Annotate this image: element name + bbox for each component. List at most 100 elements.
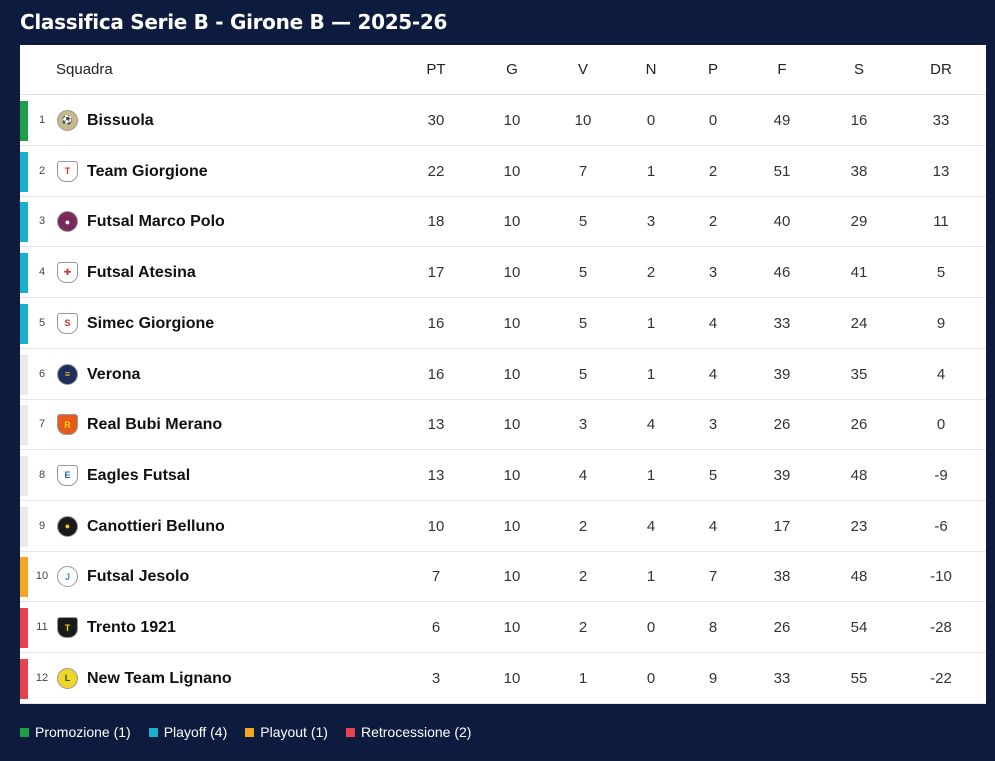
legend-label: Playoff (4) [163, 724, 228, 740]
team-name[interactable]: Futsal Atesina [87, 264, 196, 282]
cell-n: 2 [646, 264, 656, 282]
table-row[interactable]: 8 E Eagles Futsal 13 10 4 1 5 39 48 -9 [20, 450, 986, 501]
cell-p: 0 [708, 112, 718, 129]
cell-s: 16 [850, 112, 868, 129]
cell-v: 2 [578, 568, 588, 586]
team-name[interactable]: Futsal Marco Polo [87, 213, 225, 231]
team-name[interactable]: Eagles Futsal [87, 466, 191, 484]
position-number: 8 [38, 468, 46, 481]
team-name[interactable]: New Team Lignano [87, 669, 232, 687]
cell-p: 8 [708, 619, 718, 636]
table-row[interactable]: 4 ✚ Futsal Atesina 17 10 5 2 3 46 41 5 [20, 247, 986, 299]
cell-g: 10 [503, 517, 521, 535]
cell-dr: -10 [930, 568, 952, 586]
header-s: S [853, 61, 864, 78]
table-row[interactable]: 9 ● Canottieri Belluno 10 10 2 4 4 17 23 -6 [20, 501, 986, 552]
cell-dr: -22 [930, 669, 952, 687]
zone-indicator [20, 151, 28, 192]
cell-f: 51 [773, 162, 791, 180]
cell-s: 48 [850, 466, 868, 484]
team-name[interactable]: Futsal Jesolo [87, 568, 190, 586]
cell-v: 5 [578, 264, 588, 282]
header-pt: PT [426, 61, 446, 78]
table-row[interactable]: 5 S Simec Giorgione 16 10 5 1 4 33 24 9 [20, 298, 986, 349]
cell-g: 10 [503, 466, 521, 484]
table-row[interactable]: 6 ≡ Verona 16 10 5 1 4 39 35 4 [20, 349, 986, 400]
futsal-atesina-logo: ✚ [57, 262, 78, 284]
legend-label: Playout (1) [260, 724, 328, 740]
table-row[interactable]: 3 ● Futsal Marco Polo 18 10 5 3 2 40 29 11 [20, 196, 986, 248]
cell-dr: -9 [934, 466, 948, 484]
cell-f: 26 [773, 619, 791, 636]
cell-dr: 33 [932, 112, 950, 129]
legend-swatch [20, 727, 29, 737]
cell-f: 17 [773, 517, 791, 535]
cell-p: 5 [708, 466, 718, 484]
cell-n: 1 [646, 466, 656, 484]
team-name[interactable]: Trento 1921 [87, 619, 176, 636]
legend: Promozione (1) Playoff (4) Playout (1) Retr… [20, 722, 489, 742]
zone-indicator [20, 506, 28, 547]
cell-n: 0 [646, 669, 656, 687]
table-row[interactable]: 2 T Team Giorgione 22 10 7 1 2 51 38 13 [20, 146, 986, 197]
cell-dr: 4 [936, 365, 946, 383]
bissuola-logo: ⚽ [57, 110, 78, 131]
legend-item-playoff: Playoff (4) [148, 724, 228, 740]
position-number: 1 [38, 114, 46, 126]
header-n: N [645, 61, 657, 78]
position-number: 12 [35, 671, 49, 684]
team-name[interactable]: Team Giorgione [87, 162, 208, 180]
table-row[interactable]: 10 J Futsal Jesolo 7 10 2 1 7 38 48 -10 [20, 551, 986, 603]
legend-item-playout: Playout (1) [245, 724, 328, 740]
header-v: V [577, 61, 588, 78]
legend-swatch [245, 727, 255, 737]
cell-v: 2 [578, 619, 588, 636]
position-number: 9 [38, 519, 46, 532]
cell-p: 4 [708, 314, 718, 332]
team-name[interactable]: Real Bubi Merano [87, 416, 223, 434]
table-row[interactable]: 1 ⚽ Bissuola 30 10 10 0 0 49 16 33 [20, 95, 986, 146]
cell-f: 38 [773, 568, 791, 586]
cell-f: 33 [773, 669, 791, 687]
cell-g: 10 [503, 619, 521, 636]
cell-pt: 6 [431, 619, 441, 636]
cell-f: 39 [773, 466, 791, 484]
page-title: Classifica Serie B - Girone B — 2025-26 [20, 10, 448, 34]
cell-g: 10 [503, 568, 521, 586]
cell-dr: 0 [936, 416, 946, 434]
simec-giorgione-logo: S [57, 312, 78, 334]
cell-pt: 10 [427, 517, 445, 535]
table-header: Squadra PT G V N P F S DR [20, 45, 986, 95]
table-row[interactable]: 11 T Trento 1921 6 10 2 0 8 26 54 -28 [20, 602, 986, 653]
cell-n: 1 [646, 365, 656, 383]
canottieri-belluno-logo: ● [57, 515, 78, 537]
cell-g: 10 [503, 213, 521, 231]
position-number: 5 [38, 316, 46, 329]
cell-s: 55 [850, 669, 868, 687]
team-name[interactable]: Bissuola [87, 112, 154, 129]
eagles-futsal-logo: E [57, 464, 78, 486]
position-number: 2 [38, 164, 46, 177]
team-name[interactable]: Verona [87, 365, 141, 383]
position-number: 3 [38, 215, 46, 228]
team-name[interactable]: Canottieri Belluno [87, 517, 225, 535]
position-number: 7 [38, 418, 46, 431]
cell-pt: 13 [427, 416, 445, 434]
cell-n: 3 [646, 213, 656, 231]
cell-v: 10 [574, 112, 592, 129]
cell-pt: 16 [427, 365, 445, 383]
team-name[interactable]: Simec Giorgione [87, 314, 215, 332]
cell-g: 10 [503, 365, 521, 383]
cell-pt: 17 [427, 264, 445, 282]
header-p: P [707, 61, 718, 78]
table-row[interactable]: 12 L New Team Lignano 3 10 1 0 9 33 55 -22 [20, 653, 986, 704]
cell-p: 2 [708, 213, 718, 231]
table-row[interactable]: 7 R Real Bubi Merano 13 10 3 4 3 26 26 0 [20, 399, 986, 451]
cell-v: 4 [578, 466, 588, 484]
cell-pt: 16 [427, 314, 445, 332]
position-number: 6 [38, 367, 46, 380]
zone-indicator [20, 557, 28, 598]
cell-dr: -28 [930, 619, 952, 636]
cell-f: 33 [773, 314, 791, 332]
cell-p: 4 [708, 517, 718, 535]
